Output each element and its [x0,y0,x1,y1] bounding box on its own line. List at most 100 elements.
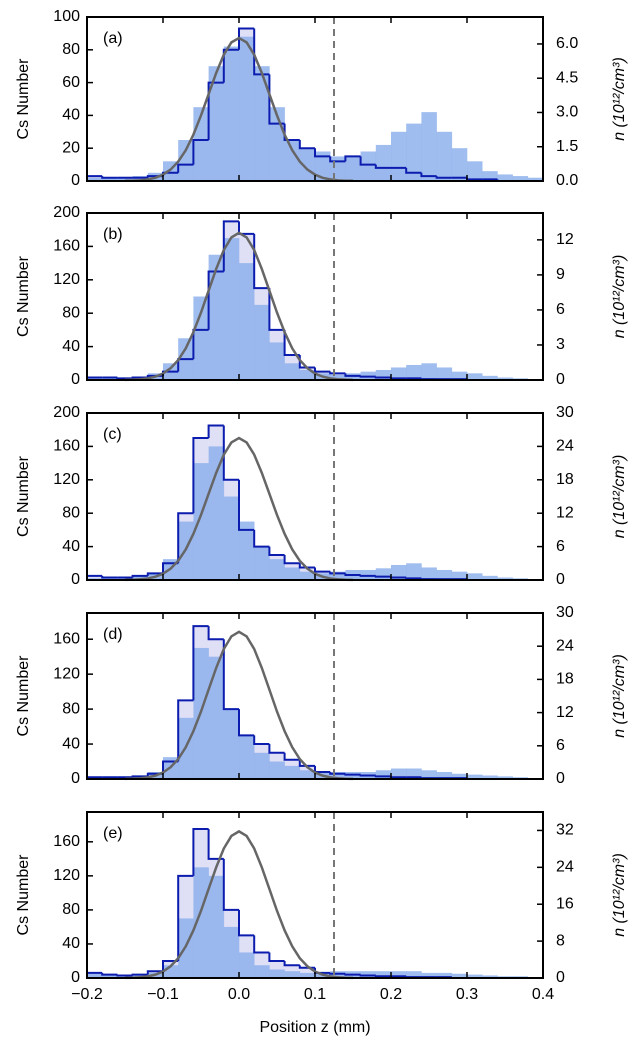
y2-tick-label: 0.0 [556,172,578,189]
y2-axis-label: n (10¹²/cm³) [611,654,628,738]
step-line [192,139,209,165]
step-line [329,371,346,375]
bar [330,156,346,181]
bar [223,709,240,779]
bar [284,971,301,978]
bar [482,171,498,181]
step-line [314,567,331,573]
step-line [162,959,179,972]
y-tick-label: 0 [71,371,80,388]
bar [254,546,270,580]
y-tick-label: 80 [62,504,80,521]
bar [497,377,513,380]
bar [269,969,285,978]
y2-tick-label: 3 [556,336,565,353]
bar [375,144,392,181]
y2-axis-label: n (10¹²/cm³) [611,255,628,339]
fit-curve [124,436,354,582]
bar [482,375,498,380]
bar [406,364,422,380]
step-line [131,973,148,976]
bar [330,374,346,380]
bar [269,559,285,580]
y-tick-label: 40 [62,735,80,752]
step-line [374,164,391,169]
step-line [131,775,148,778]
y-tick-label: 80 [62,304,80,321]
bar [512,176,529,181]
bar [375,568,392,580]
y2-tick-label: 18 [556,671,574,688]
step-line [222,858,239,911]
bar [239,36,255,182]
bar [239,735,255,779]
step-line [222,220,239,272]
step-line [390,377,407,380]
step-line [268,546,285,556]
step-line [222,425,239,481]
bar [436,367,453,380]
y2-tick-label: 6.0 [556,35,578,52]
bar [436,131,453,181]
step-line [298,563,315,569]
bar [391,971,407,978]
panel-label: (c) [103,426,122,443]
fit-curve [124,829,354,980]
bar [102,973,118,978]
step-line [344,155,361,162]
bar [467,774,483,779]
step-line [116,974,133,977]
step-line [101,575,118,579]
bar [451,773,468,779]
bar [497,577,513,580]
bar [451,571,468,580]
panel-label: (e) [103,825,123,842]
y-tick-label: 80 [62,700,80,717]
x-tick-label: 0.3 [456,986,478,1003]
bar [451,148,468,181]
y-tick-label: 80 [62,41,80,58]
bar [223,238,240,380]
x-tick-label: 0.4 [532,986,554,1003]
step-line [207,424,224,439]
step-line [131,574,148,578]
y2-tick-label: 16 [556,895,574,912]
y2-tick-label: 0 [556,571,565,588]
step-line [177,512,194,564]
step-line [283,554,300,565]
bar [497,174,513,181]
step-line [192,828,209,876]
step-line [207,270,224,330]
y-tick-label: 160 [53,833,80,850]
bar [239,952,255,978]
bar [360,151,377,181]
y2-tick-label: 24 [556,637,574,654]
bar [467,161,483,181]
x-tick-label: −0.1 [147,986,179,1003]
bar [117,177,133,181]
step-line [177,163,194,173]
bar [284,363,301,380]
x-tick-label: 0.1 [304,986,326,1003]
frame [86,212,544,381]
y2-tick-label: 0 [556,371,565,388]
y-tick-label: 160 [53,630,80,647]
step-line [298,759,315,767]
y-axis-label: Cs Number [15,854,32,936]
frame [86,612,544,780]
step-line [238,221,255,235]
y-tick-label: 40 [62,338,80,355]
y-tick-label: 0 [71,172,80,189]
y-axis-label: Cs Number [15,58,32,140]
bar [406,123,422,181]
bar [421,363,437,380]
bar [436,772,453,779]
bar [482,975,498,978]
bar [87,973,103,978]
y2-axis-label: n (10¹²/cm³) [611,57,628,141]
step-line [283,752,300,761]
y-tick-label: 40 [62,538,80,555]
step-line [344,973,361,976]
step-line [359,774,376,777]
bar [193,296,209,380]
